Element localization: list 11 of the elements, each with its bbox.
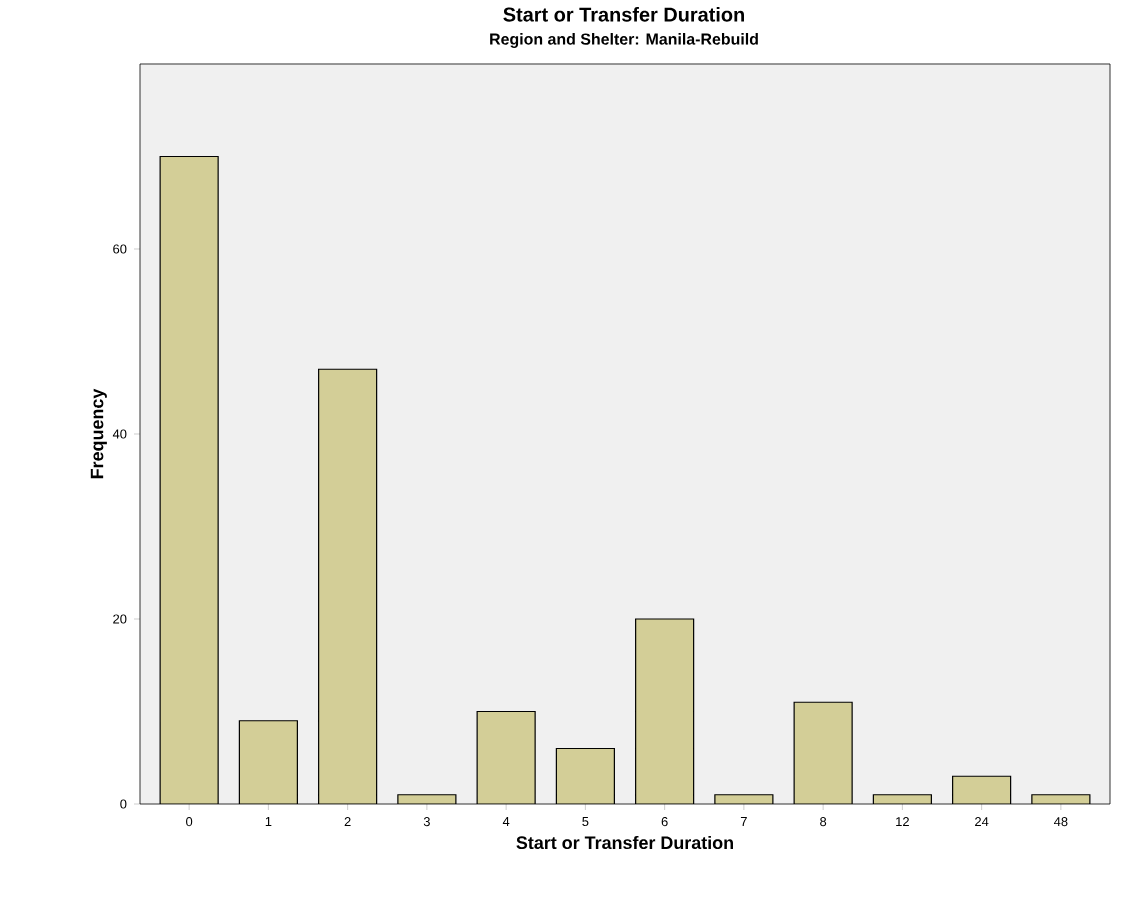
bar [635, 619, 694, 804]
chart-title: Start or Transfer Duration [503, 7, 744, 22]
bar [239, 720, 298, 804]
bar [952, 776, 1011, 804]
bar [556, 748, 615, 804]
y-axis-title: Frequency [90, 388, 107, 479]
bar [794, 702, 853, 804]
bar [318, 369, 377, 804]
bar [160, 156, 219, 804]
bar [477, 711, 536, 804]
x-axis-title: Start or Transfer Duration [516, 835, 733, 850]
